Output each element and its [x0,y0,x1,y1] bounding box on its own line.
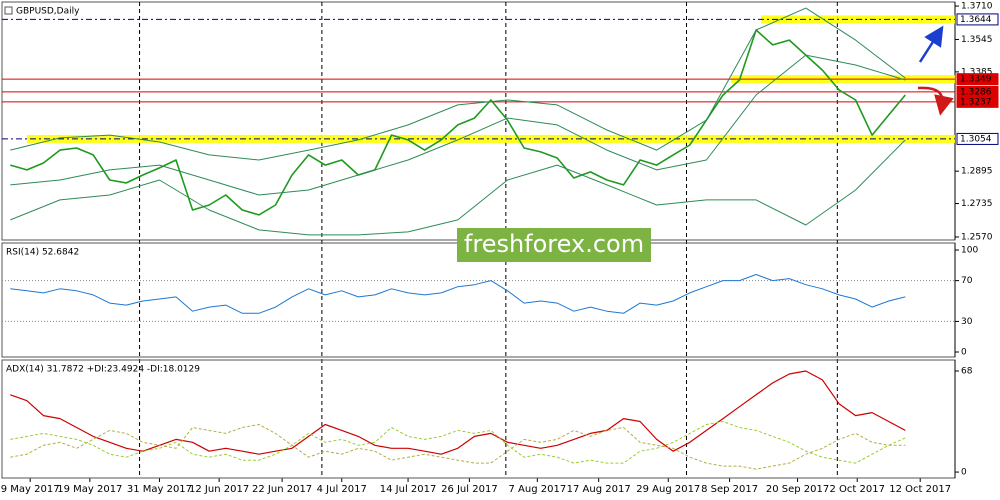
y-tick-label: 1.2895 [961,167,993,177]
series-line [10,424,906,470]
price-level-label: 1.3644 [960,15,992,25]
x-tick-label: 31 May 2017 [127,484,192,495]
x-tick-label: 17 Aug 2017 [567,484,631,495]
price-level-label: 1.3054 [960,134,992,144]
x-tick-label: 2 Oct 2017 [829,484,884,495]
y-tick-label: 30 [961,317,973,327]
x-tick-label: 9 May 2017 [1,484,60,495]
down-arrow [917,86,954,116]
price-level-box [956,95,999,108]
x-tick-label: 22 Jun 2017 [252,484,312,495]
watermark-box [457,228,651,262]
price-level-label: 1.3286 [960,87,992,97]
y-tick-label: 100 [961,246,978,256]
price-level-label: 1.3349 [960,75,992,85]
x-tick-label: 20 Sep 2017 [766,484,829,495]
series-line [10,7,906,161]
price-level-box [956,73,999,86]
x-tick-label: 8 Sep 2017 [701,484,758,495]
price-level-box [956,132,999,145]
series-line [10,54,906,196]
x-tick-label: 29 Aug 2017 [636,484,700,495]
x-tick-label: 19 May 2017 [57,484,122,495]
up-arrow [918,25,944,63]
x-tick-label: 12 Oct 2017 [889,484,951,495]
x-tick-label: 12 Jun 2017 [189,484,249,495]
panel-title: ADX(14) 31.7872 +DI:23.4924 -DI:18.0129 [6,365,200,375]
y-tick-label: 1.3710 [961,2,993,12]
y-tick-label: 0 [961,348,967,358]
x-tick-label: 7 Aug 2017 [508,484,566,495]
y-tick-label: 1.3385 [961,67,993,77]
panel-title: GBPUSD,Daily [16,7,80,17]
level-highlight [26,134,956,143]
watermark-text: freshforex.com [464,230,644,258]
y-tick-label: 1.3545 [961,35,993,45]
x-tick-label: 4 Jul 2017 [317,484,367,495]
symbol-icon [4,6,13,15]
x-tick-label: 14 Jul 2017 [380,484,437,495]
y-tick-label: 1.2735 [961,199,993,209]
price-level-box [956,13,999,26]
y-tick-label: 68 [961,366,973,376]
series-line [10,421,906,464]
series-line [10,274,906,314]
series-line [10,139,906,236]
y-tick-label: 1.2570 [961,232,993,242]
y-tick-label: 70 [961,276,973,286]
price-level-label: 1.3237 [960,97,992,107]
panel-title: RSI(14) 52.6842 [6,248,79,258]
y-tick-label: 0 [961,468,967,478]
x-tick-label: 26 Jul 2017 [441,484,498,495]
